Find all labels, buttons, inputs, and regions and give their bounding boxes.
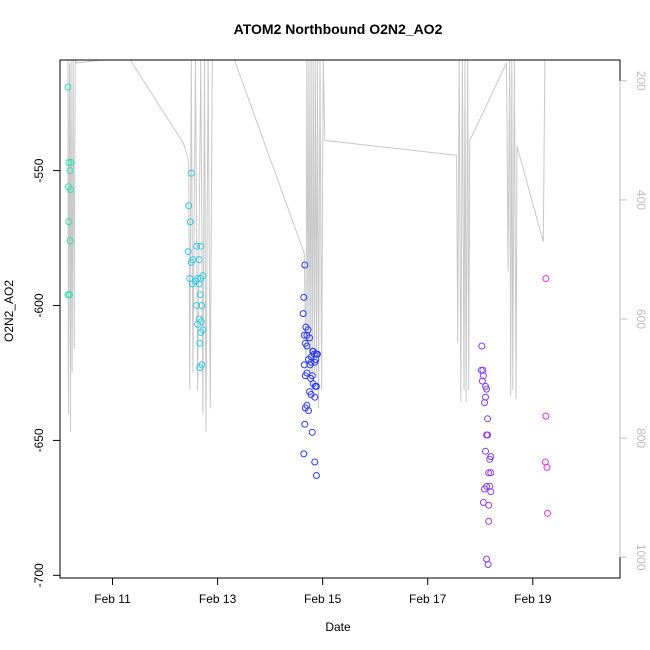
y2-axis: 200 400 600 800 1000 (619, 71, 648, 571)
x-axis-label: Date (325, 620, 351, 634)
data-point (67, 186, 74, 193)
y2-tick-label: 800 (634, 428, 648, 448)
data-point (300, 450, 308, 458)
data-point (485, 517, 493, 525)
series-4 (541, 275, 551, 517)
data-point (198, 302, 206, 309)
data-point (194, 320, 202, 328)
data-point (193, 302, 201, 309)
y2-tick-label: 200 (634, 71, 648, 91)
data-point (64, 83, 72, 91)
data-point (311, 358, 319, 366)
data-point (66, 291, 73, 299)
data-point (299, 310, 307, 318)
data-point (482, 447, 489, 455)
x-tick-label: Feb 11 (94, 592, 131, 606)
series-2 (299, 261, 321, 479)
data-point (482, 393, 489, 401)
data-point (478, 377, 486, 385)
data-point (65, 159, 73, 166)
data-point (544, 509, 551, 517)
data-point (185, 202, 193, 210)
data-point (311, 393, 319, 401)
data-point (483, 385, 491, 393)
data-point (196, 339, 204, 347)
x-tick-label: Feb 15 (304, 592, 342, 606)
data-point (300, 293, 308, 301)
data-point (66, 167, 74, 175)
data-point (308, 428, 316, 436)
data-point (301, 261, 309, 269)
data-point (65, 218, 73, 226)
series-3 (477, 342, 495, 568)
series-0 (64, 83, 75, 299)
y-tick-label: -550 (32, 158, 46, 182)
data-point (196, 291, 204, 299)
data-point (483, 482, 491, 490)
y-tick-label: -600 (32, 293, 46, 317)
data-point (306, 334, 313, 342)
y2-tick-label: 1000 (634, 544, 648, 571)
data-point (312, 472, 320, 479)
x-tick-label: Feb 13 (199, 592, 237, 606)
data-point (184, 248, 192, 256)
plot-frame (59, 59, 621, 579)
data-point (485, 501, 493, 509)
data-point (197, 329, 205, 336)
data-point (479, 366, 487, 374)
data-point (186, 275, 194, 282)
data-point (193, 242, 201, 250)
y-tick-label: -650 (32, 428, 46, 452)
x-tick-label: Feb 17 (409, 592, 447, 606)
y2-tick-label: 600 (634, 309, 648, 329)
data-point (300, 361, 308, 369)
x-axis: Feb 11 Feb 13 Feb 15 Feb 17 Feb 19 (94, 577, 552, 606)
x-tick-label: Feb 19 (514, 592, 552, 606)
data-point (311, 458, 319, 466)
data-point (66, 237, 74, 245)
data-point (308, 372, 316, 380)
data-point (301, 420, 309, 428)
data-point (305, 407, 312, 415)
data-point (485, 469, 493, 477)
data-point (67, 159, 75, 166)
data-point (487, 488, 495, 496)
chart-title: ATOM2 Northbound O2N2_AO2 (234, 21, 443, 37)
y-axis: -550 -600 -650 -700 (32, 158, 61, 587)
data-point (303, 342, 311, 350)
data-point (309, 347, 317, 355)
y-tick-label: -700 (32, 563, 46, 587)
data-point (484, 431, 492, 439)
data-point (197, 242, 205, 250)
data-point (487, 469, 495, 477)
data-point (312, 382, 320, 390)
data-point (199, 272, 207, 280)
data-point (304, 326, 312, 334)
series-1 (184, 169, 207, 372)
data-point (186, 218, 194, 226)
data-point (479, 499, 487, 506)
data-point (543, 463, 551, 471)
data-point (195, 256, 203, 264)
plot-area (64, 60, 551, 568)
y2-tick-label: 400 (634, 190, 648, 210)
data-point (478, 342, 486, 350)
data-point (187, 169, 195, 177)
data-point (487, 453, 495, 461)
data-point (198, 361, 206, 369)
data-point (303, 369, 311, 377)
y-axis-label: O2N2_AO2 (2, 280, 16, 342)
data-point (484, 561, 492, 568)
data-point (542, 412, 550, 420)
data-point (484, 415, 492, 423)
data-point (542, 275, 550, 282)
